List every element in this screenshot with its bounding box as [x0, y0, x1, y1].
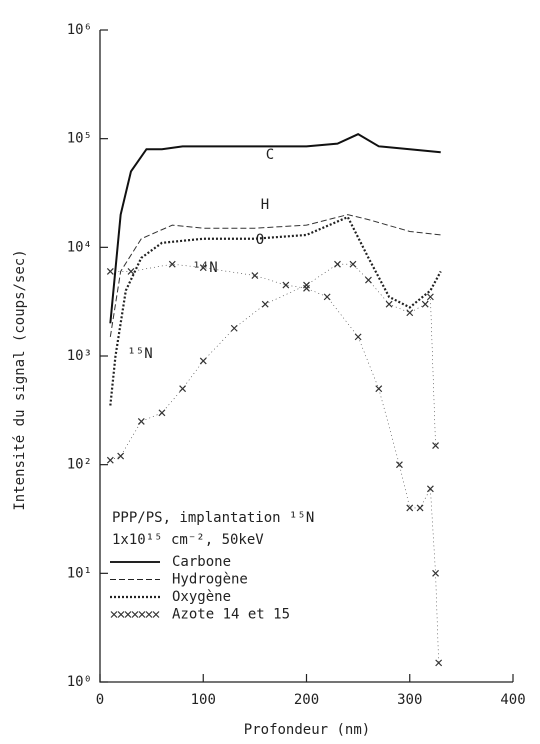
legend-title: 1x10¹⁵ cm⁻², 50keV: [112, 532, 264, 548]
series-label: ¹⁴N: [192, 260, 217, 276]
legend-swatch: [124, 611, 132, 618]
data-point: [251, 272, 259, 279]
legend-swatch: [152, 611, 160, 618]
data-point: [323, 293, 331, 301]
data-point: [432, 442, 439, 449]
legend-label: Azote 14 et 15: [172, 607, 290, 623]
series-label: C: [266, 147, 274, 163]
data-point: [158, 409, 166, 417]
series-line: [109, 133, 441, 324]
series-label: H: [261, 197, 269, 213]
data-point: [416, 504, 424, 512]
data-point: [106, 268, 114, 275]
series-label: ¹⁵N: [127, 346, 152, 362]
data-point: [303, 281, 310, 289]
data-point: [426, 293, 434, 301]
series-line: [110, 263, 439, 663]
series-line: [110, 263, 436, 461]
data-point: [385, 300, 393, 308]
data-point: [179, 385, 187, 393]
data-point: [354, 333, 362, 341]
data-point: [106, 456, 114, 464]
y-axis-label: Intensité du signal (coups/sec): [12, 249, 28, 510]
y-tick-label: 10²: [67, 457, 92, 473]
data-point: [137, 417, 145, 425]
data-point: [421, 300, 429, 308]
data-point: [199, 357, 207, 365]
data-point: [426, 485, 434, 493]
y-tick-label: 10³: [67, 348, 92, 364]
legend-label: Hydrogène: [172, 572, 248, 588]
data-point: [375, 385, 383, 393]
x-tick-label: 0: [96, 692, 104, 708]
series-label: O: [256, 232, 264, 248]
legend-swatch: [117, 611, 125, 618]
legend-swatch: [145, 611, 153, 618]
legend-label: Carbone: [172, 554, 231, 570]
x-axis-label: Profondeur (nm): [244, 722, 370, 738]
data-point: [349, 260, 357, 268]
data-point: [406, 504, 414, 512]
legend-title: PPP/PS, implantation ¹⁵N: [112, 510, 314, 526]
data-point: [432, 569, 439, 577]
data-point: [199, 264, 207, 272]
y-tick-label: 10⁶: [67, 22, 92, 38]
y-tick-label: 10⁰: [67, 674, 92, 690]
data-point: [435, 659, 443, 667]
legend-swatch: [110, 611, 118, 618]
x-tick-label: 200: [294, 692, 319, 708]
data-point: [230, 324, 238, 332]
data-point: [168, 260, 176, 268]
y-tick-label: 10⁵: [67, 131, 92, 147]
x-tick-label: 400: [500, 692, 525, 708]
data-point: [127, 268, 135, 275]
series-line: [109, 214, 441, 337]
legend-swatch: [131, 611, 139, 618]
series-line: [109, 215, 442, 406]
data-point: [334, 260, 341, 268]
x-tick-label: 300: [397, 692, 422, 708]
data-point: [117, 452, 125, 460]
data-point: [261, 300, 269, 308]
y-tick-label: 10⁴: [67, 239, 92, 255]
x-tick-label: 100: [191, 692, 216, 708]
data-point: [365, 276, 372, 284]
data-point: [282, 281, 290, 289]
axis-frame: [99, 30, 513, 683]
data-point: [303, 284, 310, 292]
data-point: [396, 461, 403, 469]
y-tick-label: 10¹: [67, 565, 92, 581]
legend-label: Oxygène: [172, 589, 231, 605]
data-point: [406, 309, 414, 317]
legend-swatch: [138, 611, 146, 618]
